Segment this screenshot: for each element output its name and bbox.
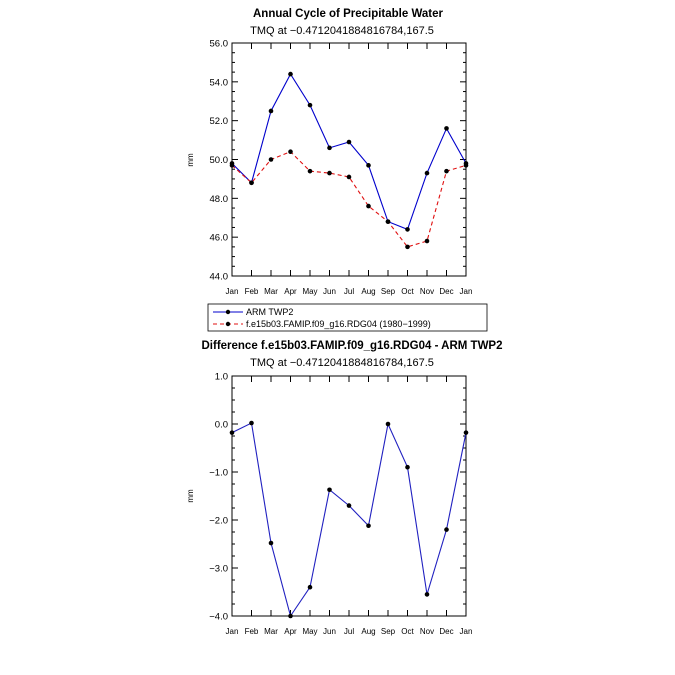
x-tick-label: Jan (460, 287, 473, 296)
data-point (346, 139, 352, 145)
data-point (424, 238, 430, 244)
x-tick-label: May (302, 287, 317, 296)
x-tick-label: Sep (381, 627, 396, 636)
data-point (288, 71, 293, 77)
data-point (444, 126, 449, 131)
series-group (229, 71, 469, 250)
x-tick-label: Feb (245, 287, 259, 296)
data-point (366, 203, 371, 209)
y-tick-label: 46.0 (210, 233, 229, 244)
data-point (288, 149, 293, 155)
data-point (463, 430, 469, 435)
y-axis: −4.0 −3.0 −2.0 −1.0 0.0 1.0 (209, 372, 466, 623)
y-axis: 44.0 46.0 48.0 50.0 52.0 54.0 56.0 (210, 39, 466, 283)
y-tick-label: −3.0 (209, 564, 228, 575)
x-tick-label: May (302, 627, 317, 636)
x-axis: Jan Feb Mar Apr May Jun Jul Aug Sep Oct Nov Dec Jan (226, 43, 473, 296)
data-point (385, 219, 391, 224)
x-tick-label: Apr (284, 287, 297, 296)
series-group (229, 420, 469, 619)
data-point (366, 523, 371, 529)
data-point (385, 421, 391, 427)
x-tick-label: Jul (344, 287, 354, 296)
y-tick-label: −1.0 (209, 468, 228, 479)
x-tick-label: Sep (381, 287, 396, 296)
chart-subtitle: TMQ at −0.4712041884816784,167.5 (250, 357, 434, 369)
data-point (346, 503, 352, 508)
y-tick-label: 48.0 (210, 194, 229, 205)
legend-label-model: f.e15b03.FAMIP.f09_g16.RDG04 (1980−1999) (246, 319, 431, 329)
y-axis-label: mm (186, 153, 195, 167)
x-tick-label: Apr (284, 627, 297, 636)
x-tick-label: Jan (226, 627, 239, 636)
x-tick-label: Aug (361, 287, 375, 296)
x-tick-label: Jun (323, 287, 336, 296)
y-tick-label: 54.0 (210, 77, 229, 88)
data-point (268, 540, 274, 546)
y-tick-label: 52.0 (210, 116, 229, 127)
chart-subtitle: TMQ at −0.4712041884816784,167.5 (250, 25, 434, 37)
x-tick-label: Jan (226, 287, 239, 296)
data-point (405, 227, 410, 232)
data-point (366, 163, 371, 168)
y-tick-label: 0.0 (215, 420, 228, 431)
data-point (249, 180, 254, 186)
legend-box (207, 303, 488, 332)
x-tick-label: Jul (344, 627, 354, 636)
data-point (307, 168, 313, 174)
data-point (268, 157, 274, 162)
x-tick-label: Mar (264, 287, 278, 296)
data-point (229, 430, 235, 435)
data-point (346, 174, 352, 180)
x-tick-label: Oct (401, 627, 414, 636)
series-line-model (231, 151, 467, 248)
y-tick-label: 56.0 (210, 39, 229, 50)
data-point (327, 170, 332, 176)
legend-marker-obs (225, 309, 231, 315)
y-tick-label: 1.0 (215, 372, 228, 383)
x-axis: Jan Feb Mar Apr May Jun Jul Aug Sep Oct Nov Dec Jan (226, 376, 473, 636)
data-point (307, 102, 313, 108)
x-tick-label: Dec (439, 627, 453, 636)
x-tick-label: Jan (460, 627, 473, 636)
x-tick-label: Aug (361, 627, 375, 636)
x-tick-label: Jun (323, 627, 336, 636)
x-tick-label: Nov (420, 287, 434, 296)
y-tick-label: −4.0 (209, 612, 228, 623)
chart-title: Difference f.e15b03.FAMIP.f09_g16.RDG04 … (201, 340, 502, 352)
y-tick-label: −2.0 (209, 516, 228, 527)
data-point (405, 244, 410, 250)
data-point (405, 464, 410, 470)
x-tick-label: Mar (264, 627, 278, 636)
data-point (444, 527, 449, 532)
data-point (444, 168, 449, 174)
chart-title: Annual Cycle of Precipitable Water (253, 8, 444, 20)
y-tick-label: 44.0 (210, 272, 229, 283)
data-point (327, 487, 332, 493)
data-point (424, 592, 430, 597)
data-point (424, 170, 430, 176)
x-tick-label: Nov (420, 627, 434, 636)
data-point (249, 420, 254, 426)
legend-marker-model (225, 321, 231, 327)
data-point (307, 584, 313, 590)
x-tick-label: Oct (401, 287, 414, 296)
data-point (288, 613, 293, 619)
x-tick-label: Dec (439, 287, 453, 296)
y-tick-label: 50.0 (210, 155, 229, 166)
data-point (327, 145, 332, 151)
legend-label-obs: ARM TWP2 (246, 307, 293, 317)
y-axis-label: mm (186, 489, 195, 503)
data-point (268, 108, 274, 114)
series-line-arm-twp2 (231, 72, 467, 231)
difference-chart: Difference f.e15b03.FAMIP.f09_g16.RDG04 … (186, 340, 503, 636)
legend: ARM TWP2 f.e15b03.FAMIP.f09_g16.RDG04 (1… (207, 303, 488, 332)
data-point (229, 163, 235, 168)
plot-frame (231, 42, 467, 277)
annual-cycle-chart: Annual Cycle of Precipitable Water TMQ a… (186, 8, 472, 296)
x-tick-label: Feb (245, 627, 259, 636)
series-line-difference (231, 422, 467, 618)
data-point (463, 163, 469, 168)
